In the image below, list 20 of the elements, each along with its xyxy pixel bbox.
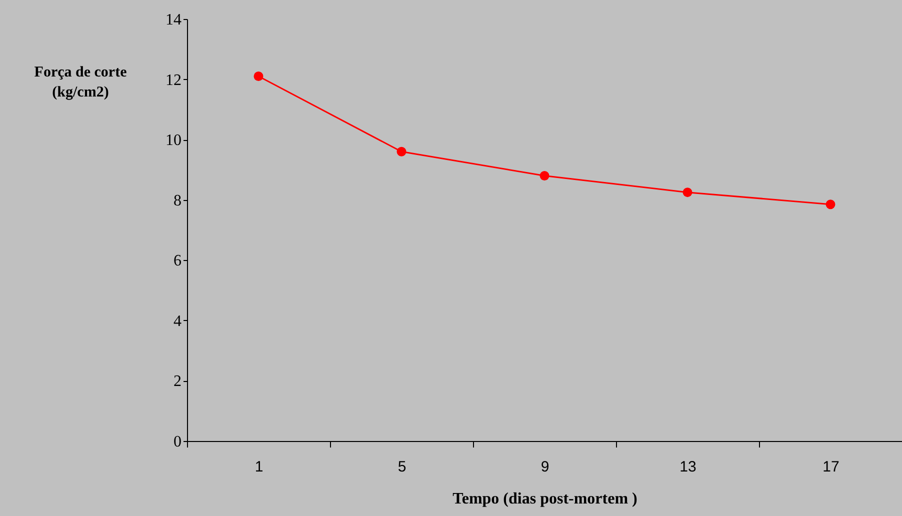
x-tick-label: 5 (398, 458, 406, 476)
point (540, 171, 550, 180)
y-tick-label: 4 (174, 312, 182, 330)
x-axis-title: Tempo (dias post-mortem ) (452, 490, 638, 508)
y-tick-label: 6 (174, 252, 182, 270)
point (682, 188, 692, 198)
x-tick-label: 9 (540, 458, 550, 476)
y-tick-label: 10 (166, 132, 182, 150)
x-tick-label: 13 (680, 458, 696, 476)
y-tick-label: 8 (174, 192, 182, 210)
x-tick-label: 17 (822, 458, 840, 476)
x-tick-label: 1 (254, 458, 264, 476)
y-tick-label: 14 (166, 12, 182, 28)
y-tick-label: 2 (174, 373, 182, 390)
y-axis-title: Força de corte (kg/cm2) (34, 64, 128, 100)
point (396, 146, 406, 156)
point (254, 72, 264, 82)
y-tick-label: 0 (174, 434, 182, 450)
point (826, 200, 836, 210)
y-tick-label: 12 (166, 72, 182, 89)
